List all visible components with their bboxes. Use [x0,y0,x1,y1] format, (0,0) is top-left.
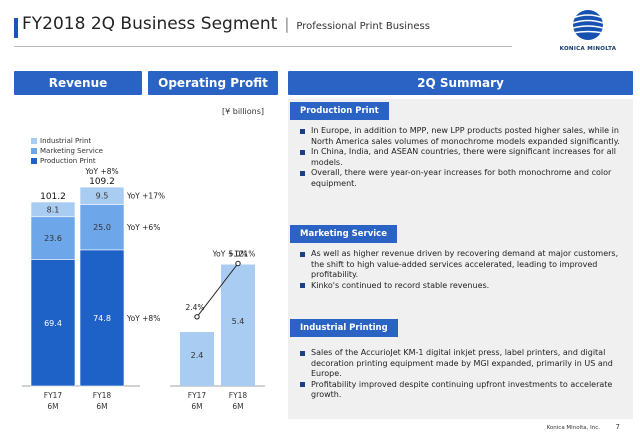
op-bar [221,264,255,386]
revenue-data-label: 8.1 [47,205,60,214]
bullet-icon [300,350,305,356]
revenue-data-label: 25.0 [93,223,111,232]
title-accent [14,18,18,38]
legend-item: Marketing Service [31,146,103,156]
revenue-bar-segment [79,204,125,251]
legend-item: Production Print [31,156,103,166]
op-yoy-label: YoY +121% [212,250,256,259]
revenue-tick-label: 6M [47,402,58,411]
legend-label: Industrial Print [40,137,92,145]
revenue-total-label: 101.2 [40,192,66,202]
section-body-industrial-printing: Sales of the AccurioJet KM-1 digital ink… [300,348,630,401]
page-title: FY2018 2Q Business Segment [22,14,278,34]
legend-swatch [31,138,37,144]
page-number: 7 [615,423,620,431]
bullet-icon [300,283,305,288]
section-header-marketing-service: Marketing Service [290,225,397,243]
bullet-icon [300,170,305,176]
title-rule [14,46,512,47]
op-margin-line [196,263,239,318]
revenue-bar-segment [30,201,76,218]
bullet-text: Profitability improved despite continuin… [311,379,613,400]
bullet-text: Sales of the AccurioJet KM-1 digital ink… [311,348,613,378]
revenue-bar-segment [79,249,125,387]
bullet-text: In China, India, and ASEAN countries, th… [311,147,617,167]
footer-company: Konica Minolta, Inc. [546,425,600,431]
summary-header: 2Q Summary [288,71,633,95]
revenue-bar-segment [30,216,76,260]
bullet-text: In Europe, in addition to MPP, new LPP p… [311,126,620,146]
revenue-data-label: 74.8 [93,314,111,323]
revenue-data-label: 23.6 [44,234,62,243]
title-separator: | [284,15,290,33]
op-tick-label: 6M [232,402,243,411]
title-bar: FY2018 2Q Business Segment | Professiona… [22,14,430,42]
revenue-data-label: 9.5 [96,192,109,201]
revenue-bar-segment [30,259,76,387]
revenue-data-label: 69.4 [44,319,62,328]
revenue-tick-label: FY17 [44,391,63,400]
revenue-yoy-label: YoY +17% [126,192,165,201]
legend-swatch [31,158,37,164]
bullet-icon [300,382,305,387]
section-body-production-print: In Europe, in addition to MPP, new LPP p… [300,126,630,189]
bullet-text: As well as higher revenue driven by reco… [311,249,619,279]
legend-item: Industrial Print [31,136,103,146]
op-data-label: 2.4 [191,351,204,360]
section-header-production-print: Production Print [290,102,389,120]
bullet-item: Sales of the AccurioJet KM-1 digital ink… [300,348,630,380]
op-margin-point [194,314,200,320]
op-data-label: 5.4 [232,317,245,326]
chart-legend: Industrial Print Marketing Service Produ… [31,136,103,166]
bullet-icon [300,149,305,155]
revenue-header: Revenue [14,71,142,95]
bullet-text: Kinko's continued to record stable reven… [311,280,490,290]
legend-label: Marketing Service [40,147,103,155]
op-tick-label: FY17 [188,391,207,400]
op-margin-label: 5.0% [228,250,247,259]
section-body-marketing-service: As well as higher revenue driven by reco… [300,249,630,291]
unit-label: [¥ billions] [222,107,264,116]
bullet-item: In China, India, and ASEAN countries, th… [300,147,630,168]
globe-logo-icon [573,10,603,40]
bullet-icon [300,128,305,134]
op-tick-label: FY18 [229,391,248,400]
op-bar [180,332,214,386]
revenue-yoy-label: YoY +6% [126,223,160,232]
revenue-bar-segment [79,186,125,205]
bullet-item: Kinko's continued to record stable reven… [300,281,630,292]
summary-panel [288,99,633,419]
bullet-text: Overall, there were year-on-year increas… [311,168,612,188]
revenue-total-label: 109.2 [89,177,115,187]
op-margin-point [235,260,241,267]
charts-canvas: 69.4 23.6 8.1 101.2 FY17 6M 74.8 25.0 9.5 109.2 FY… [22,167,265,411]
op-margin-label: 2.4% [185,303,204,312]
section-header-industrial-printing: Industrial Printing [290,319,398,337]
bullet-item: In Europe, in addition to MPP, new LPP p… [300,126,630,147]
revenue-tick-label: FY18 [93,391,112,400]
revenue-yoy-label: YoY +8% [126,314,160,323]
bullet-item: Profitability improved despite continuin… [300,380,630,401]
revenue-total-yoy-label: YoY +8% [84,167,118,176]
revenue-tick-label: 6M [96,402,107,411]
legend-swatch [31,148,37,154]
op-tick-label: 6M [191,402,202,411]
company-logo: KONICA MINOLTA [548,8,628,52]
bullet-item: As well as higher revenue driven by reco… [300,249,630,281]
legend-label: Production Print [40,157,96,165]
bullet-item: Overall, there were year-on-year increas… [300,168,630,189]
logo-wordmark: KONICA MINOLTA [559,46,617,52]
operating-profit-header: Operating Profit [148,71,278,95]
page-subtitle: Professional Print Business [296,21,430,32]
bullet-icon [300,251,305,257]
